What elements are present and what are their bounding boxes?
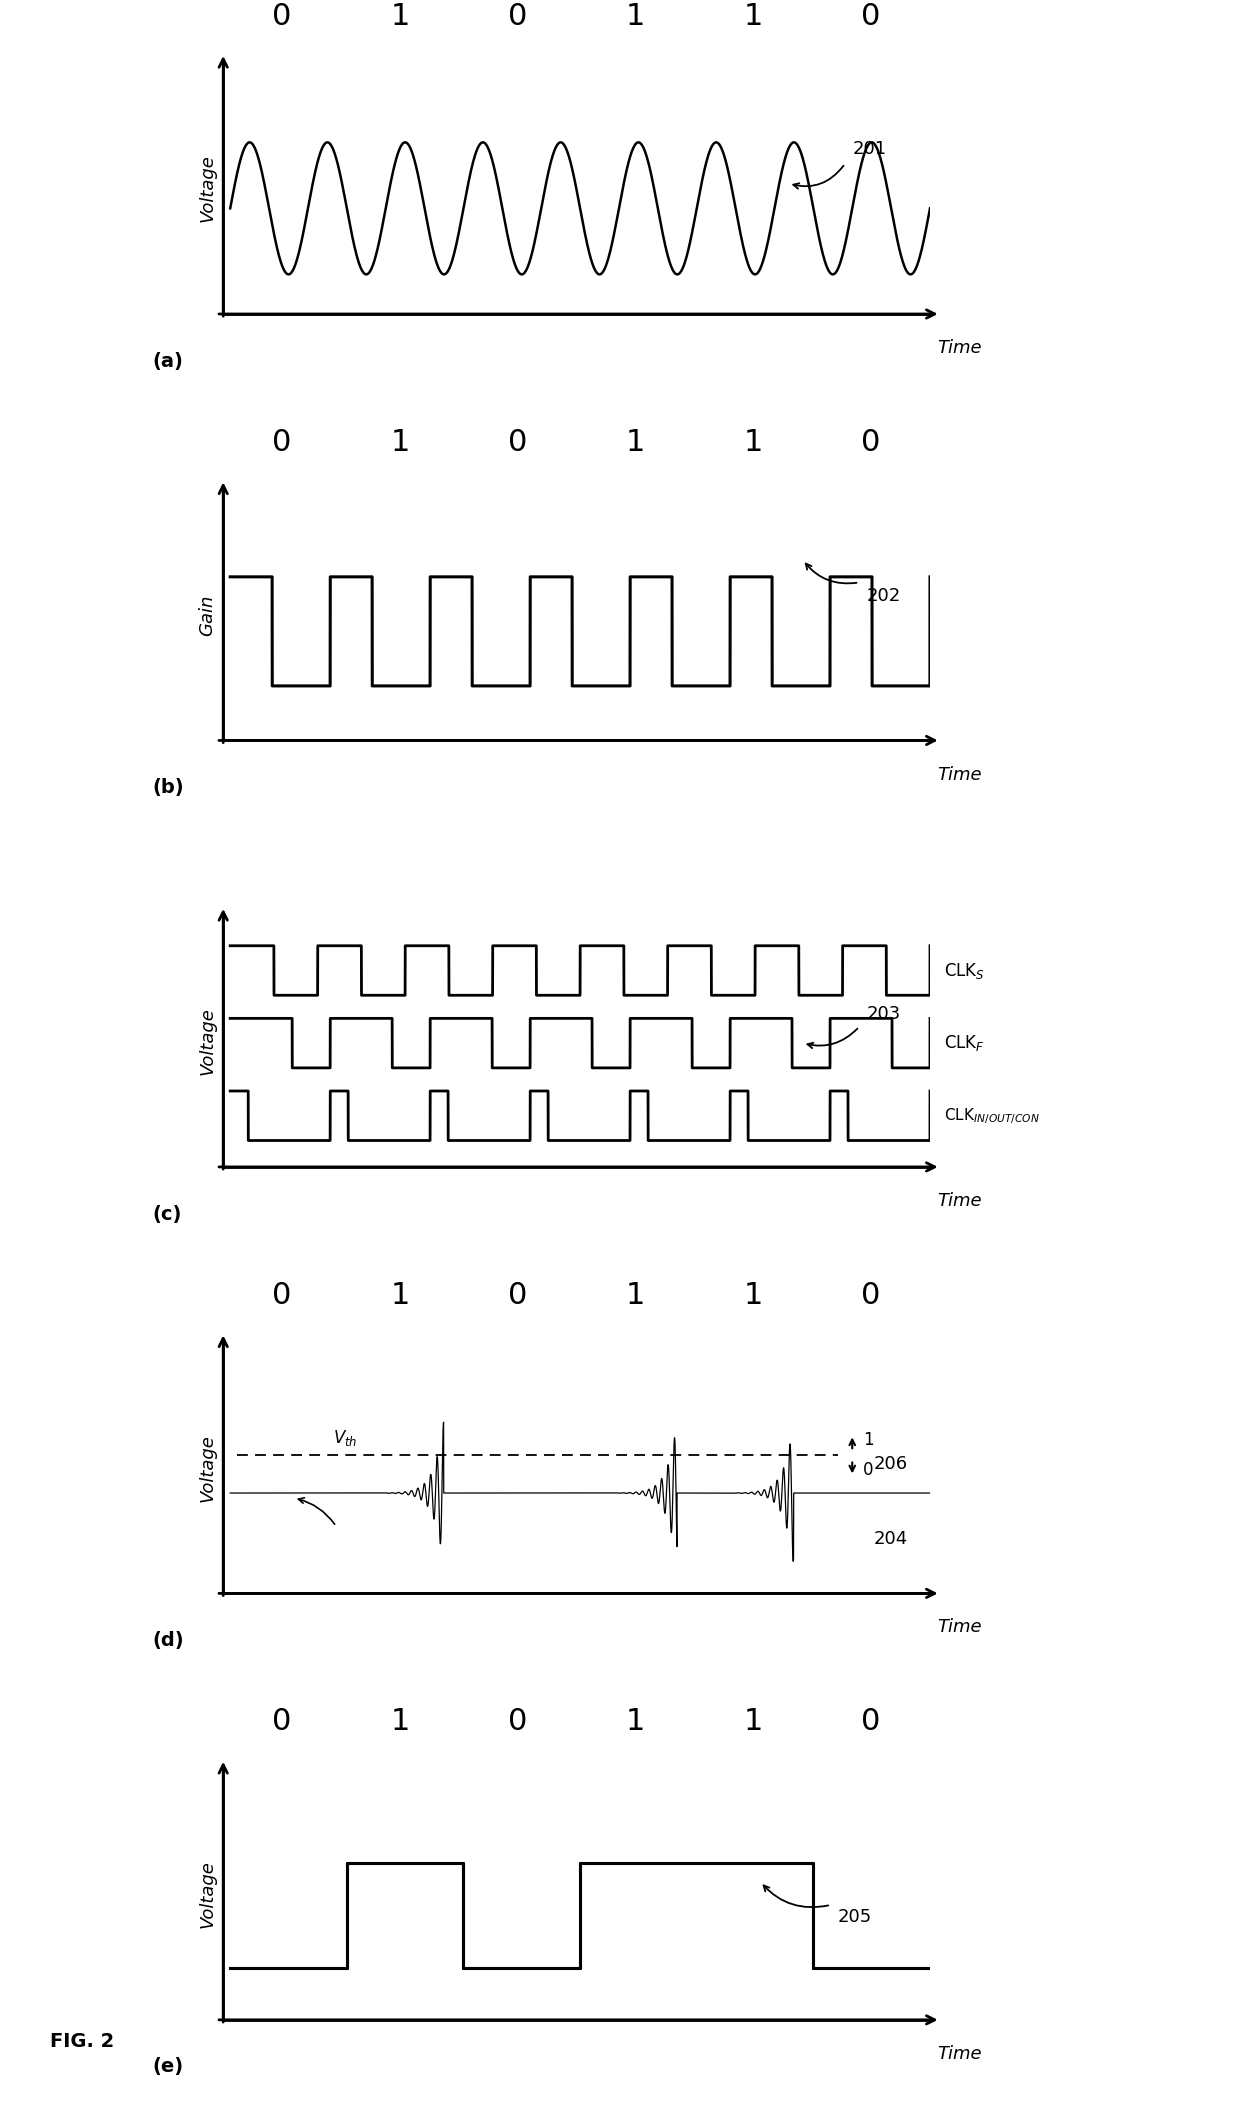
Text: 203: 203 — [867, 1006, 900, 1023]
Text: 1: 1 — [391, 427, 409, 457]
Text: 0: 0 — [273, 1706, 291, 1736]
Y-axis label: Gain: Gain — [198, 593, 216, 635]
Text: 0: 0 — [508, 1281, 527, 1311]
Y-axis label: Voltage: Voltage — [198, 1008, 216, 1075]
Text: 0: 0 — [273, 2, 291, 32]
Text: 1: 1 — [391, 1706, 409, 1736]
Text: 0: 0 — [273, 1281, 291, 1311]
Text: 0: 0 — [862, 1281, 880, 1311]
Text: $V_{th}$: $V_{th}$ — [332, 1429, 357, 1448]
Text: 0: 0 — [862, 1706, 880, 1736]
Text: CLK$_F$: CLK$_F$ — [944, 1033, 985, 1054]
Text: Time: Time — [937, 1618, 982, 1637]
Text: (a): (a) — [153, 351, 184, 370]
Text: CLK$_S$: CLK$_S$ — [944, 962, 985, 980]
Text: 1: 1 — [863, 1431, 873, 1450]
Text: 0: 0 — [508, 1706, 527, 1736]
Text: CLK$_{IN/OUT/CON}$: CLK$_{IN/OUT/CON}$ — [944, 1107, 1040, 1126]
Text: FIG. 2: FIG. 2 — [50, 2032, 114, 2051]
Text: Time: Time — [937, 1193, 982, 1210]
Y-axis label: Voltage: Voltage — [198, 1860, 216, 1929]
Text: 204: 204 — [873, 1530, 908, 1549]
Text: 1: 1 — [744, 427, 763, 457]
Y-axis label: Voltage: Voltage — [198, 1435, 216, 1502]
Text: 206: 206 — [873, 1454, 908, 1473]
Text: 1: 1 — [744, 1706, 763, 1736]
Text: 1: 1 — [391, 2, 409, 32]
Text: (c): (c) — [153, 1203, 182, 1225]
Text: 0: 0 — [863, 1462, 873, 1479]
Text: 1: 1 — [626, 2, 645, 32]
Text: 202: 202 — [867, 587, 900, 606]
Text: 0: 0 — [508, 2, 527, 32]
Text: (e): (e) — [153, 2058, 184, 2077]
Text: 1: 1 — [626, 427, 645, 457]
Text: 1: 1 — [744, 2, 763, 32]
Text: 0: 0 — [862, 2, 880, 32]
Text: Time: Time — [937, 766, 982, 783]
Text: 0: 0 — [862, 427, 880, 457]
Text: 205: 205 — [838, 1908, 873, 1925]
Text: Time: Time — [937, 2045, 982, 2062]
Text: 0: 0 — [508, 427, 527, 457]
Text: 1: 1 — [626, 1281, 645, 1311]
Text: 1: 1 — [744, 1281, 763, 1311]
Text: 0: 0 — [273, 427, 291, 457]
Text: (b): (b) — [153, 778, 185, 797]
Text: Time: Time — [937, 339, 982, 358]
Text: 1: 1 — [626, 1706, 645, 1736]
Text: 201: 201 — [852, 141, 887, 158]
Text: (d): (d) — [153, 1631, 185, 1650]
Y-axis label: Voltage: Voltage — [198, 154, 216, 223]
Text: 1: 1 — [391, 1281, 409, 1311]
